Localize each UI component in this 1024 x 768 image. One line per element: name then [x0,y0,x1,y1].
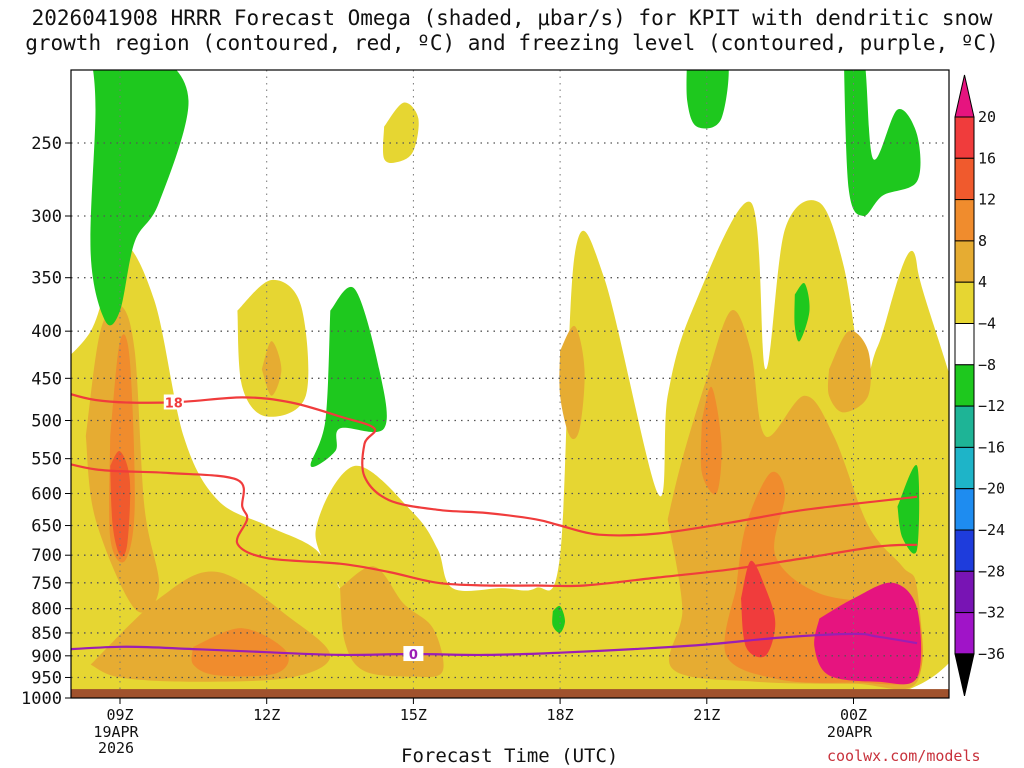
colorbar-swatch [954,240,975,283]
x-tick-label: 00Z [840,706,867,724]
colorbar-top-arrow [954,74,975,118]
x-tick-label: 18Z [547,706,574,724]
y-tick-label: 500 [31,412,62,432]
contours: 18 0 [71,393,918,663]
x-tick-year: 2026 [98,739,134,757]
colorbar-swatch [954,446,975,490]
y-tick-label: 600 [31,484,62,504]
x-tick-date: 20APR [827,723,873,741]
ground-surface [71,689,949,698]
colorbar-label: −32 [978,604,1005,622]
credit-link[interactable]: coolwx.com/models [827,747,981,765]
y-tick-label: 650 [31,517,62,537]
y-tick-label: 1000 [21,689,62,709]
colorbar-label: 8 [978,232,987,250]
colorbar-bottom-arrow [954,653,975,697]
omega-shading [71,70,949,698]
y-tick-label: 400 [31,322,62,342]
omega-region-16 [110,451,131,557]
colorbar-swatch [954,323,975,366]
x-tick-label: 21Z [693,706,720,724]
omega-region-neg4 [844,70,921,217]
colorbar-label: 16 [978,149,996,167]
colorbar-label: −20 [978,480,1005,498]
colorbar-swatch [954,199,975,242]
omega-region-8 [667,310,923,690]
colorbar-swatch [954,364,975,407]
omega-region-neg4 [90,70,189,326]
y-tick-label: 450 [31,369,62,389]
y-tick-label: 850 [31,624,62,644]
colorbar-label: 12 [978,191,996,209]
colorbar-label: −8 [978,356,996,374]
colorbar-swatch [954,529,975,572]
colorbar: 20 16 12 8 4 −4 −8 −12 −16 −20 −24 −28 −32 −36 [954,74,1005,697]
colorbar-label: −4 [978,315,996,333]
colorbar-label: −28 [978,562,1005,580]
colorbar-swatch [954,612,975,655]
contour-dendritic-minus18 [71,393,918,537]
y-tick-label: 550 [31,450,62,470]
grid-lines [71,70,949,698]
contour-label-bg [163,394,184,410]
y-tick-label: 900 [31,647,62,667]
y-tick-label: 950 [31,668,62,688]
colorbar-label: −16 [978,438,1005,456]
omega-region-8 [559,325,585,440]
colorbar-swatch [954,157,975,201]
x-tick-date: 19APR [93,723,139,741]
y-tick-label: 800 [31,600,62,620]
omega-region-neg4 [310,286,387,468]
x-tick-label: 12Z [253,706,280,724]
colorbar-swatch [954,116,975,159]
omega-region-12 [700,386,722,495]
contour-dendritic-minus12 [71,463,918,588]
contour-label: 0 [409,648,418,663]
y-tick-label: 300 [31,207,62,227]
chart-title-line2: growth region (contoured, red, ºC) and f… [25,31,999,55]
omega-region-neg4 [794,283,810,342]
colorbar-swatch [954,488,975,531]
omega-region-12 [191,628,289,677]
chart-title: 2026041908 HRRR Forecast Omega (shaded, … [0,6,1024,56]
y-tick-label: 350 [31,269,62,289]
colorbar-swatch [954,570,975,614]
x-tick-label: 15Z [400,706,427,724]
y-tick-label: 750 [31,574,62,594]
contour-label-bg [403,646,424,662]
y-axis: 250 300 350 400 450 500 550 600 650 700 750 800 850 9… [21,134,71,709]
x-tick-label: 09Z [106,706,133,724]
colorbar-label: −36 [978,645,1005,663]
colorbar-label: 4 [978,273,987,291]
omega-region-neg4 [897,465,920,554]
chart-title-line1: 2026041908 HRRR Forecast Omega (shaded, … [31,6,993,30]
contour-freezing-level-0 [71,632,918,657]
colorbar-label: 20 [978,108,996,126]
contour-label: 18 [165,396,183,411]
colorbar-label: −24 [978,521,1005,539]
y-tick-label: 250 [31,134,62,154]
omega-region-8 [827,330,871,413]
omega-region-4 [382,102,419,163]
omega-region-neg4 [686,70,729,129]
colorbar-swatch [954,281,975,325]
omega-region-neg4 [552,605,565,633]
omega-region-20 [814,582,922,685]
colorbar-label: −12 [978,397,1005,415]
x-axis-title: Forecast Time (UTC) [401,745,619,767]
y-tick-label: 700 [31,546,62,566]
colorbar-swatch [954,405,975,448]
plot-frame [70,69,950,699]
